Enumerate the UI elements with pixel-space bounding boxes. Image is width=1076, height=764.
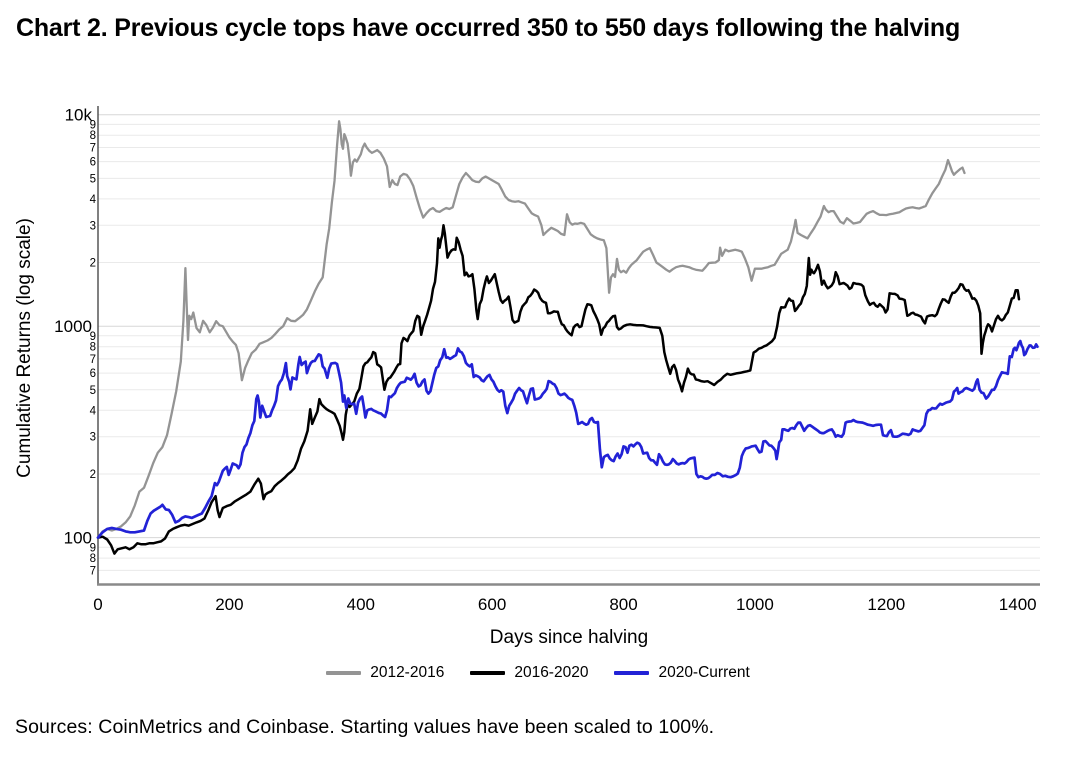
svg-text:1400: 1400: [999, 595, 1037, 614]
svg-text:9: 9: [90, 331, 96, 343]
svg-text:10k: 10k: [65, 106, 93, 125]
svg-text:7: 7: [90, 143, 96, 155]
legend-label: 2020-Current: [658, 664, 750, 681]
chart-legend: 2012-2016 2016-2020 2020-Current: [0, 664, 1076, 682]
series-lines: [96, 120, 1039, 555]
legend-item-2016-2020: 2016-2020: [470, 664, 588, 682]
svg-text:2: 2: [90, 469, 96, 481]
source-note: Sources: CoinMetrics and Coinbase. Start…: [15, 716, 715, 738]
svg-text:2: 2: [90, 258, 96, 270]
svg-text:1200: 1200: [867, 595, 905, 614]
svg-text:8: 8: [90, 553, 96, 565]
y-axis-title: Cumulative Returns (log scale): [14, 218, 35, 478]
svg-text:8: 8: [90, 342, 96, 354]
legend-swatch: [326, 671, 362, 675]
svg-text:1000: 1000: [736, 595, 774, 614]
svg-text:4: 4: [90, 194, 97, 206]
legend-item-2012-2016: 2012-2016: [326, 664, 444, 682]
svg-text:6: 6: [90, 157, 96, 169]
svg-text:5: 5: [90, 385, 96, 397]
series-line-2020-Current: [96, 339, 1039, 539]
series-line-2016-2020: [96, 224, 1021, 555]
gridlines: [98, 114, 1040, 571]
svg-text:3: 3: [90, 432, 96, 444]
x-axis-title: Days since halving: [490, 627, 648, 648]
chart-title: Chart 2. Previous cycle tops have occurr…: [16, 14, 961, 42]
svg-text:0: 0: [93, 595, 102, 614]
legend-swatch: [470, 671, 506, 675]
legend-label: 2012-2016: [370, 664, 445, 681]
legend-label: 2016-2020: [514, 664, 589, 681]
svg-text:3: 3: [90, 220, 96, 232]
svg-text:100: 100: [64, 529, 92, 548]
svg-text:9: 9: [90, 542, 96, 554]
svg-text:600: 600: [478, 595, 506, 614]
svg-text:8: 8: [90, 130, 96, 142]
x-axis-labels: 0 200 400 600 800 1000 1200 1400: [93, 595, 1036, 614]
svg-text:5: 5: [90, 173, 96, 185]
svg-text:9: 9: [90, 119, 96, 131]
svg-text:6: 6: [90, 368, 96, 380]
series-line-2012-2016: [96, 120, 966, 539]
legend-item-2020-Current: 2020-Current: [614, 664, 750, 682]
svg-text:7: 7: [90, 354, 96, 366]
svg-text:400: 400: [347, 595, 375, 614]
legend-swatch: [614, 671, 650, 675]
svg-text:200: 200: [215, 595, 243, 614]
svg-text:800: 800: [609, 595, 637, 614]
svg-text:7: 7: [90, 565, 96, 577]
svg-text:1000: 1000: [54, 317, 92, 336]
svg-text:4: 4: [90, 405, 97, 417]
